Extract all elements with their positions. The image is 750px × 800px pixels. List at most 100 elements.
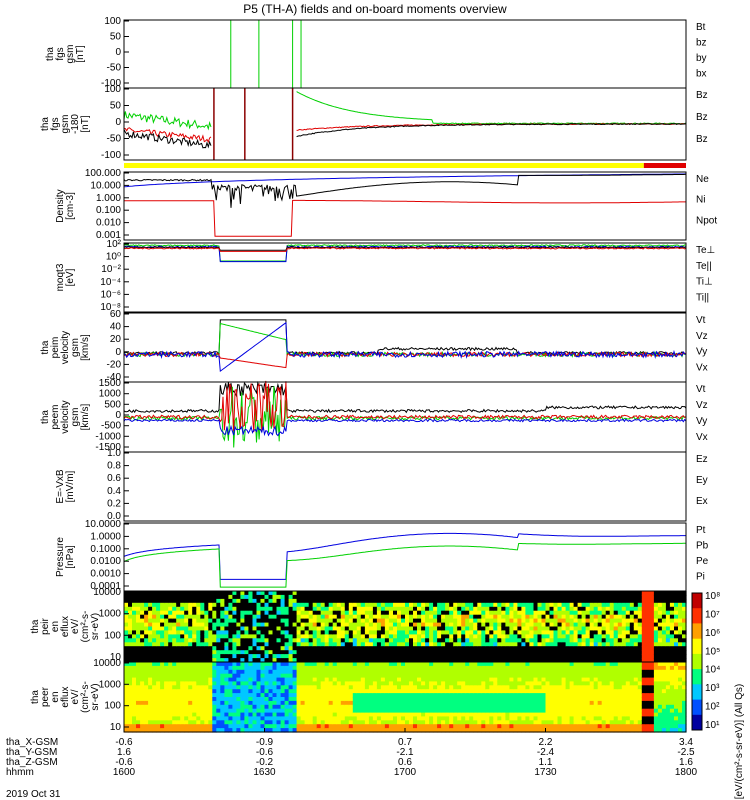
panel-fgs_hi: 100 50 0 -50 -100 tha fgs gsm -180 [nT] Bz Bz Bz [40, 84, 708, 161]
legend-entry: Bz [696, 90, 708, 101]
y-axis-label: tha [40, 117, 51, 131]
y-tick-label: 0.100 [96, 205, 121, 216]
y-tick-label: -20 [107, 359, 122, 370]
colorbar-tick-label: 10² [705, 702, 720, 713]
y-tick-label: 50 [110, 101, 122, 112]
y-tick-label: 10.000 [90, 180, 121, 191]
y-axis-label: Density [55, 189, 66, 222]
series-pe [123, 542, 686, 588]
y-tick-label: 100 [104, 630, 121, 641]
legend-entry: Vt [696, 384, 706, 395]
series-vt [123, 381, 687, 414]
y-axis-label: fgs [55, 47, 66, 60]
panel-peer: 10000 1000 100 10 tha peer en eflux eV/(cm²-s-sr… [30, 658, 687, 733]
y-axis-label: tha [30, 619, 41, 633]
y-tick-label: -50 [107, 63, 122, 74]
x-tick-label: -2.1 [396, 747, 414, 758]
y-tick-label: 10⁻⁴ [100, 277, 121, 288]
y-axis-label: peim [50, 337, 61, 359]
y-tick-label: 0.001 [96, 230, 121, 241]
y-tick-label: 0.0001 [90, 581, 121, 592]
colorbar-tick-label: 10¹ [705, 720, 720, 731]
x-tick-label: -2.4 [537, 747, 555, 758]
y-axis-label: sr-eV) [90, 683, 101, 710]
legend-entry: Ti|| [696, 292, 709, 303]
y-tick-label: 1000 [99, 609, 122, 620]
legend-entry: bx [696, 69, 707, 80]
y-tick-label: 1500 [99, 378, 122, 389]
y-tick-label: 0.6 [107, 473, 121, 484]
panel-frame [123, 312, 687, 383]
colorbar-tick-label: 10⁸ [705, 591, 720, 602]
legend-entry: Vx [696, 432, 708, 443]
y-axis-label: eflux [60, 686, 71, 707]
y-tick-label: 0 [115, 410, 121, 421]
y-tick-label: -1000 [95, 431, 121, 442]
legend-entry: Pt [696, 525, 706, 536]
x-tick-label: 1.6 [117, 747, 131, 758]
y-tick-label: 0 [115, 47, 121, 58]
y-axis-label: velocity [60, 400, 71, 433]
y-tick-label: -100 [101, 78, 121, 89]
colorbar: 10⁸ 10⁷ 10⁶ 10⁵ 10⁴ 10³ 10² 10¹ [eV/(cm²-s-sr-eV… [691, 591, 745, 799]
x-tick-label: 1600 [113, 767, 136, 778]
series-vt [123, 319, 687, 356]
x-tick-label: -2.5 [677, 747, 695, 758]
y-axis-label: [nT] [75, 45, 86, 62]
y-axis-label: eV/ [70, 689, 81, 704]
y-tick-label: 1000 [99, 679, 122, 690]
y-axis-label: [mV/m] [65, 470, 76, 502]
x-tick-label: 1.1 [539, 757, 553, 768]
panel-frame [123, 171, 687, 241]
series-vx [123, 418, 687, 437]
panel-peir: 10000 1000 100 10 tha peir en eflux eV/(cm²-s-sr… [30, 587, 687, 663]
series-ni [123, 173, 686, 208]
x-row-label: tha_Z-GSM [6, 757, 58, 768]
panel-frame [123, 522, 687, 592]
legend-entry: Bz [696, 112, 708, 123]
y-tick-label: 10000 [93, 658, 121, 669]
y-axis-label: [nT] [80, 115, 91, 132]
x-tick-label: 2.2 [539, 737, 553, 748]
legend-entry: Ni [696, 195, 705, 206]
series-vz [123, 380, 687, 433]
legend-entry: Ez [696, 454, 708, 465]
y-tick-label: 1000 [99, 389, 122, 400]
panel-efield: 1.0 0.80.6 0.40.2 0.0 E=-VxB [mV/m] Ez Ey Ex [55, 448, 708, 522]
series-ne [124, 199, 686, 237]
legend-entry: Vy [696, 416, 707, 427]
y-axis-label: [nPa] [65, 545, 76, 569]
y-tick-label: 10⁻⁶ [100, 289, 121, 300]
y-tick-label: 0.0 [107, 511, 121, 522]
series-pi [123, 532, 686, 580]
y-tick-label: 0 [115, 117, 121, 128]
series-vz [123, 351, 687, 369]
y-tick-label: 0.2 [107, 498, 121, 509]
y-tick-label: 0.4 [107, 486, 121, 497]
y-axis-label: velocity [60, 331, 71, 364]
legend-entry: Ti⊥ [696, 277, 713, 288]
y-axis-label: peem [50, 404, 61, 429]
y-axis-label: [eV] [65, 268, 76, 286]
y-tick-label: 100 [104, 16, 121, 27]
y-tick-label: 10 [110, 722, 122, 733]
date-label: 2019 Oct 31 [6, 789, 61, 800]
y-axis-label: peir [40, 617, 51, 634]
y-axis-label: [km/s] [80, 334, 91, 361]
y-tick-label: 100.000 [85, 168, 122, 179]
legend-entry: Vy [696, 347, 707, 358]
y-tick-label: 10 [110, 652, 122, 663]
x-tick-label: 1700 [394, 767, 417, 778]
y-axis-label: tha [30, 690, 41, 704]
series-te-perp [123, 247, 687, 252]
y-tick-label: -40 [107, 372, 122, 383]
series-vy [123, 386, 687, 448]
legend-entry: Ey [696, 475, 708, 486]
series-vx [123, 321, 687, 373]
series-green [123, 91, 687, 131]
x-row-label: tha_Y-GSM [6, 747, 57, 758]
y-tick-label: 60 [110, 309, 122, 320]
